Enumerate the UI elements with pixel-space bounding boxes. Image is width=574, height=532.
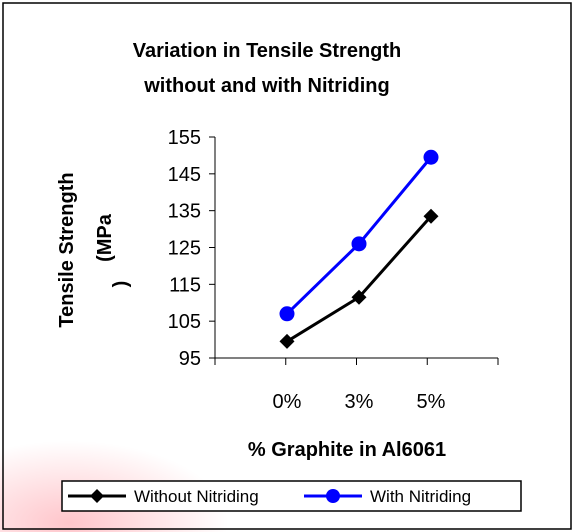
- y-tick-label: 135: [168, 201, 201, 223]
- legend-label-1: Without Nitriding: [134, 487, 259, 506]
- legend: Without Nitriding With Nitriding: [61, 480, 522, 512]
- data-point: [351, 236, 367, 252]
- y-tick-label: 95: [179, 348, 201, 370]
- axes: [209, 136, 499, 365]
- y-axis-title: Tensile Strength (MPa ): [56, 172, 132, 327]
- chart-title-line-1: Variation in Tensile Strength: [133, 40, 402, 62]
- y-tick-label: 115: [169, 274, 201, 296]
- y-tick-labels: 95 105 115 125 135 145 155: [168, 127, 201, 370]
- data-series: [279, 149, 439, 349]
- y-tick-label: 155: [168, 127, 201, 149]
- x-tick-labels: 0% 3% 5%: [273, 391, 446, 413]
- data-point: [423, 149, 439, 165]
- legend-marker-2: [326, 489, 340, 503]
- x-axis-title: % Graphite in Al6061: [248, 439, 446, 461]
- y-axis-title-line-1: Tensile Strength: [56, 172, 78, 327]
- legend-label-2: With Nitriding: [370, 487, 471, 506]
- x-tick-label: 0%: [273, 391, 302, 413]
- x-tick-label: 5%: [417, 391, 446, 413]
- series-line-1: [286, 215, 433, 343]
- data-point: [279, 333, 295, 349]
- y-axis-title-line-3: ): [110, 281, 132, 288]
- data-point: [279, 306, 295, 322]
- chart-title-line-2: without and with Nitriding: [143, 75, 390, 97]
- y-tick-label: 125: [168, 238, 201, 260]
- legend-items: Without Nitriding With Nitriding: [68, 487, 471, 506]
- x-tick-label: 3%: [345, 391, 374, 413]
- legend-box: [61, 480, 522, 512]
- data-point: [423, 208, 439, 224]
- data-point: [351, 289, 367, 305]
- y-tick-label: 145: [168, 164, 201, 186]
- y-tick-label: 105: [168, 311, 201, 333]
- y-axis-title-line-2: (MPa: [94, 213, 116, 262]
- legend-marker-1: [90, 489, 104, 503]
